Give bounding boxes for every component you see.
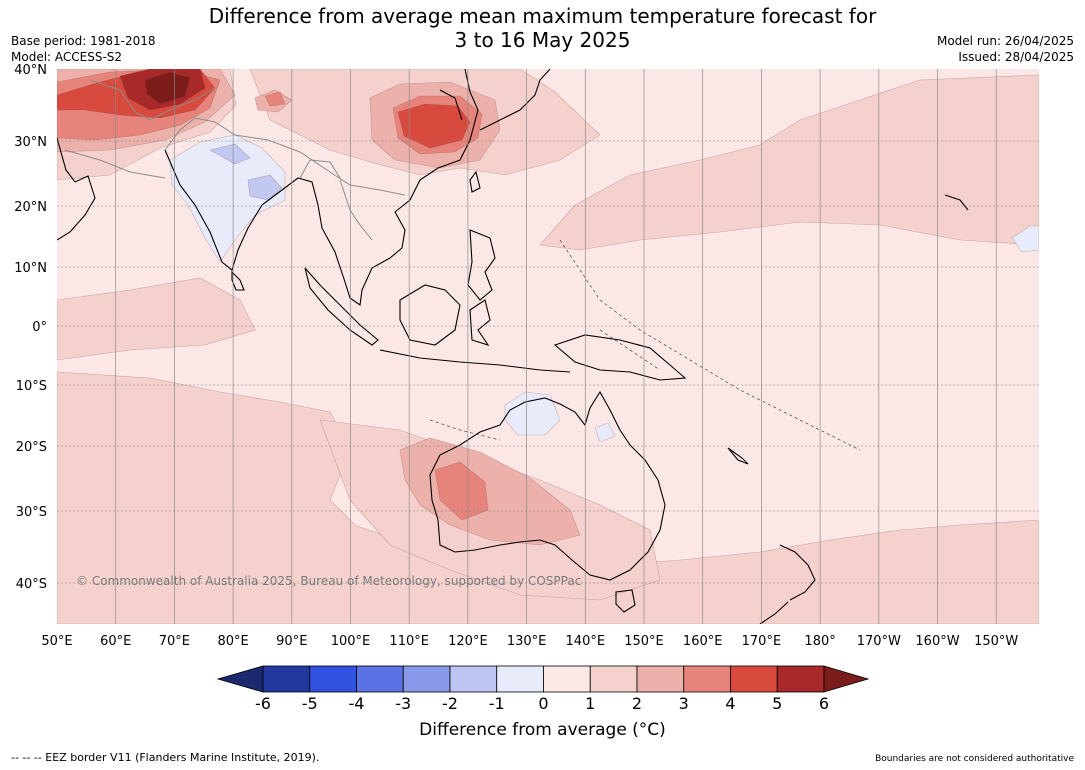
meta-left: Base period: 1981-2018 Model: ACCESS-S2 [11,33,156,65]
lon-label: 50°E [41,634,72,649]
colorbar-tick-label: 2 [632,694,642,713]
lat-label: 30°N [14,135,47,150]
colorbar-tick-label: -5 [302,694,318,713]
colorbar-segment [262,665,311,693]
colorbar-over-arrow [823,665,870,693]
lat-label: 0° [32,320,47,335]
lon-label: 130°E [507,634,547,649]
colorbar-under-arrow [216,665,264,693]
lat-label: 20°S [16,440,47,455]
lon-label: 60°E [100,634,131,649]
colorbar-tick-label: -6 [255,694,271,713]
chart-title: Difference from average mean maximum tem… [0,4,1085,52]
colorbar-segment [636,665,685,693]
title-line-1: Difference from average mean maximum tem… [208,4,877,28]
footer-eez-note: -- -- -- EEZ border V11 (Flanders Marine… [11,751,320,764]
lat-label: 30°S [16,505,47,520]
colorbar-tick-label: -1 [489,694,505,713]
title-line-2: 3 to 16 May 2025 [454,28,631,52]
colorbar-segment [402,665,451,693]
longitude-labels: 50°E 60°E 70°E 80°E 90°E 100°E 110°E 120°E 130°E… [41,634,1018,649]
colorbar-segment [589,665,638,693]
base-period: Base period: 1981-2018 [11,34,156,48]
lon-label: 160°W [915,634,959,649]
lon-label: 110°E [389,634,429,649]
issued-date: Issued: 28/04/2025 [958,50,1074,64]
lon-label: 100°E [331,634,371,649]
anomaly-field [57,69,1039,624]
lon-label: 150°E [624,634,664,649]
colorbar: -6 -5 -4 -3 -2 -1 0 1 2 3 4 5 6 [216,665,870,713]
lon-label: 80°E [217,634,248,649]
country-borders [64,79,406,241]
lon-label: 150°W [974,634,1018,649]
colorbar-tick-label: 1 [585,694,595,713]
lon-label: 160°E [683,634,723,649]
colorbar-segment [449,665,498,693]
lon-label: 90°E [276,634,307,649]
meta-right: Model run: 26/04/2025 Issued: 28/04/2025 [937,33,1074,65]
colorbar-segment [356,665,404,693]
colorbar-segment [309,665,357,693]
footer-disclaimer: Boundaries are not considered authoritat… [875,754,1074,764]
copyright-notice: © Commonwealth of Australia 2025, Bureau… [76,574,582,588]
coastlines [57,69,969,624]
colorbar-segment [776,665,825,693]
latitude-labels: 40°N 30°N 20°N 10°N 0° 10°S 20°S 30°S 40°S [14,63,47,592]
colorbar-title: Difference from average (°C) [419,720,666,740]
lat-label: 10°S [16,379,47,394]
colorbar-tick-label: -2 [442,694,458,713]
anomaly-zone-gt-6 [144,71,191,105]
eez-borders [429,239,861,451]
colorbar-tick-label: 0 [538,694,548,713]
lon-label: 70°E [159,634,190,649]
lat-label: 40°N [14,63,47,78]
colorbar-tick-label: 5 [772,694,782,713]
anomaly-zone-minus-2-minus-1 [209,143,283,201]
lat-label: 40°S [16,577,47,592]
colorbar-tick-label: 4 [725,694,735,713]
colorbar-segment [683,665,731,693]
model-name: Model: ACCESS-S2 [11,50,123,64]
colorbar-tick-label: -4 [349,694,365,713]
colorbar-tick-label: -3 [395,694,411,713]
model-run: Model run: 26/04/2025 [936,34,1074,48]
colorbar-segment [496,665,544,693]
colorbar-segment [543,665,591,693]
colorbar-tick-label: 3 [679,694,689,713]
lon-label: 120°E [448,634,488,649]
colorbar-segment [730,665,778,693]
lon-label: 140°E [566,634,606,649]
lon-label: 170°E [742,634,782,649]
lat-label: 20°N [14,200,47,215]
colorbar-tick-label: 6 [819,694,829,713]
lat-label: 10°N [14,261,47,276]
gridlines [57,69,1039,624]
lon-label: 170°W [857,634,901,649]
lon-label: 180° [804,634,835,649]
